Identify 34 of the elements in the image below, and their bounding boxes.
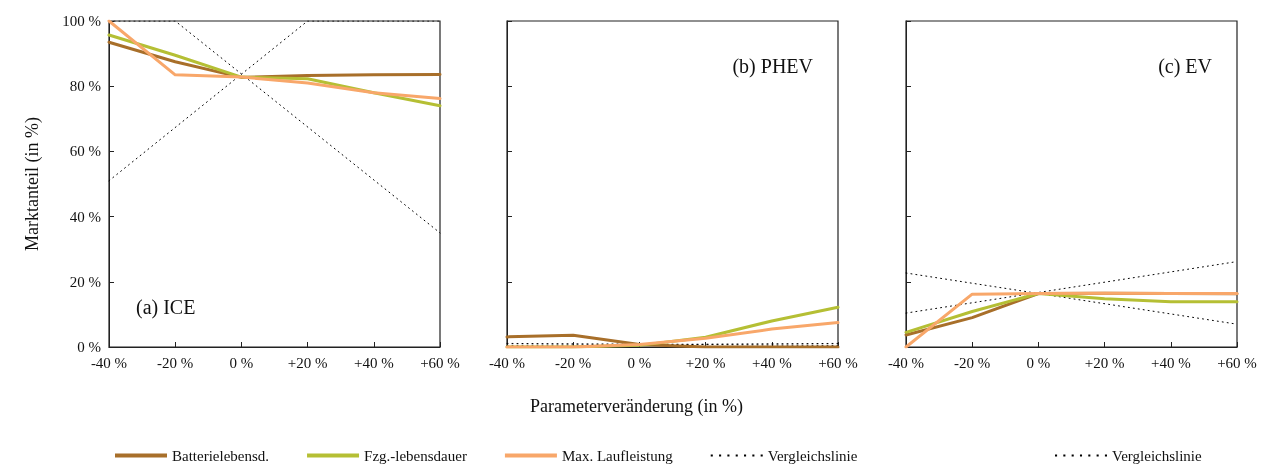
y-tick-label: 80 % [69, 78, 101, 95]
x-tick-label: -20 % [954, 354, 991, 371]
x-tick-label: +20 % [287, 354, 328, 371]
x-tick-label: 0 % [229, 354, 254, 371]
x-tick-label: -40 % [887, 354, 925, 371]
x-tick-label: 0 % [627, 354, 652, 371]
y-tick-label: 0 % [77, 339, 101, 355]
y-tick-label: 100 % [62, 13, 101, 29]
y-tick-label: 20 % [69, 273, 101, 290]
x-tick-label: +60 % [420, 354, 460, 371]
x-tick-label: -40 % [90, 354, 128, 371]
x-tick-label: +60 % [1217, 354, 1257, 371]
legend-label: Max. Laufleistung [561, 447, 674, 464]
x-tick-label: +60 % [818, 354, 858, 371]
x-tick-label: -20 % [157, 354, 194, 371]
legend-label: Fzg.-lebensdauer [364, 447, 467, 464]
x-tick-label: +20 % [1084, 354, 1125, 371]
annotation: (a) ICE [136, 296, 196, 319]
annotation: (c) EV [1158, 55, 1213, 78]
x-tick-label: -20 % [555, 354, 592, 371]
x-tick-label: -40 % [488, 354, 526, 371]
y-axis-title: Marktanteil (in %) [22, 117, 43, 251]
legend-label: Vergleichslinie [1112, 447, 1203, 464]
x-axis-title: Parameterveränderung (in %) [530, 396, 743, 417]
x-tick-label: +40 % [353, 354, 394, 371]
x-tick-label: +20 % [685, 354, 726, 371]
legend-label: Vergleichslinie [767, 447, 858, 464]
legend-label: Batterielebensd. [172, 447, 270, 464]
x-tick-label: 0 % [1026, 354, 1051, 371]
annotation: (b) PHEV [732, 55, 814, 78]
x-tick-label: +40 % [751, 354, 792, 371]
y-tick-label: 60 % [69, 143, 101, 160]
y-tick-label: 40 % [69, 208, 101, 225]
x-tick-label: +40 % [1150, 354, 1191, 371]
